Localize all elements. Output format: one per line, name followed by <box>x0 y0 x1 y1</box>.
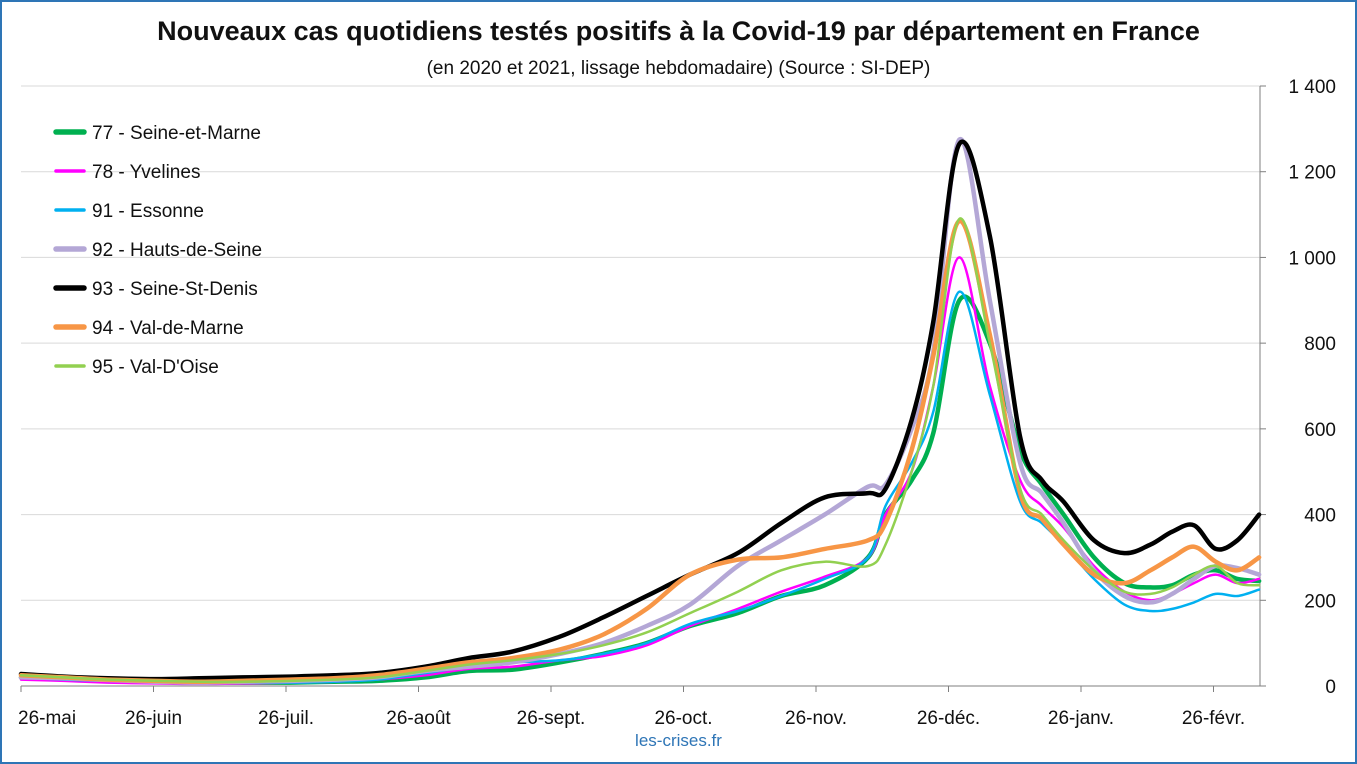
series-line <box>19 290 1261 684</box>
x-tick-label: 26-nov. <box>785 708 847 729</box>
legend-label: 95 - Val-D'Oise <box>92 357 219 378</box>
chart-subtitle: (en 2020 et 2021, lissage hebdomadaire) … <box>426 58 931 79</box>
y-tick-label: 800 <box>1304 334 1336 355</box>
series-line <box>18 139 1262 682</box>
y-tick-label: 0 <box>1325 677 1336 698</box>
x-tick-label: 26-janv. <box>1048 708 1114 729</box>
chart-title: Nouveaux cas quotidiens testés positifs … <box>157 16 1200 46</box>
y-tick-label: 400 <box>1304 506 1336 527</box>
x-tick-label: 26-août <box>386 708 451 729</box>
y-tick-label: 200 <box>1304 591 1336 612</box>
x-tick-label: 26-févr. <box>1182 708 1245 729</box>
source-credit: les-crises.fr <box>635 731 722 750</box>
series-line <box>19 217 1261 684</box>
legend: 77 - Seine-et-Marne 78 - Yvelines 91 - Ess… <box>53 123 262 378</box>
series-line <box>18 294 1262 685</box>
x-tick-label: 26-sept. <box>517 708 586 729</box>
series-lines <box>18 137 1262 686</box>
y-tick-label: 1 000 <box>1288 248 1336 269</box>
x-tick-label: 26-déc. <box>917 708 980 729</box>
y-tick-label: 600 <box>1304 420 1336 441</box>
x-tick-label: 26-mai <box>18 708 76 729</box>
y-tick-label: 1 200 <box>1288 163 1336 184</box>
series-line <box>18 218 1262 684</box>
y-tick-label: 1 400 <box>1288 77 1336 98</box>
gridlines <box>21 85 1260 601</box>
legend-label: 92 - Hauts-de-Seine <box>92 240 262 261</box>
x-tick-label: 26-oct. <box>654 708 712 729</box>
legend-label: 94 - Val-de-Marne <box>92 318 244 339</box>
x-tick-label: 26-juil. <box>258 708 314 729</box>
legend-label: 78 - Yvelines <box>92 162 200 183</box>
x-tick-label: 26-juin <box>125 708 182 729</box>
legend-label: 93 - Seine-St-Denis <box>92 279 258 300</box>
legend-label: 91 - Essonne <box>92 201 204 222</box>
legend-label: 77 - Seine-et-Marne <box>92 123 261 144</box>
